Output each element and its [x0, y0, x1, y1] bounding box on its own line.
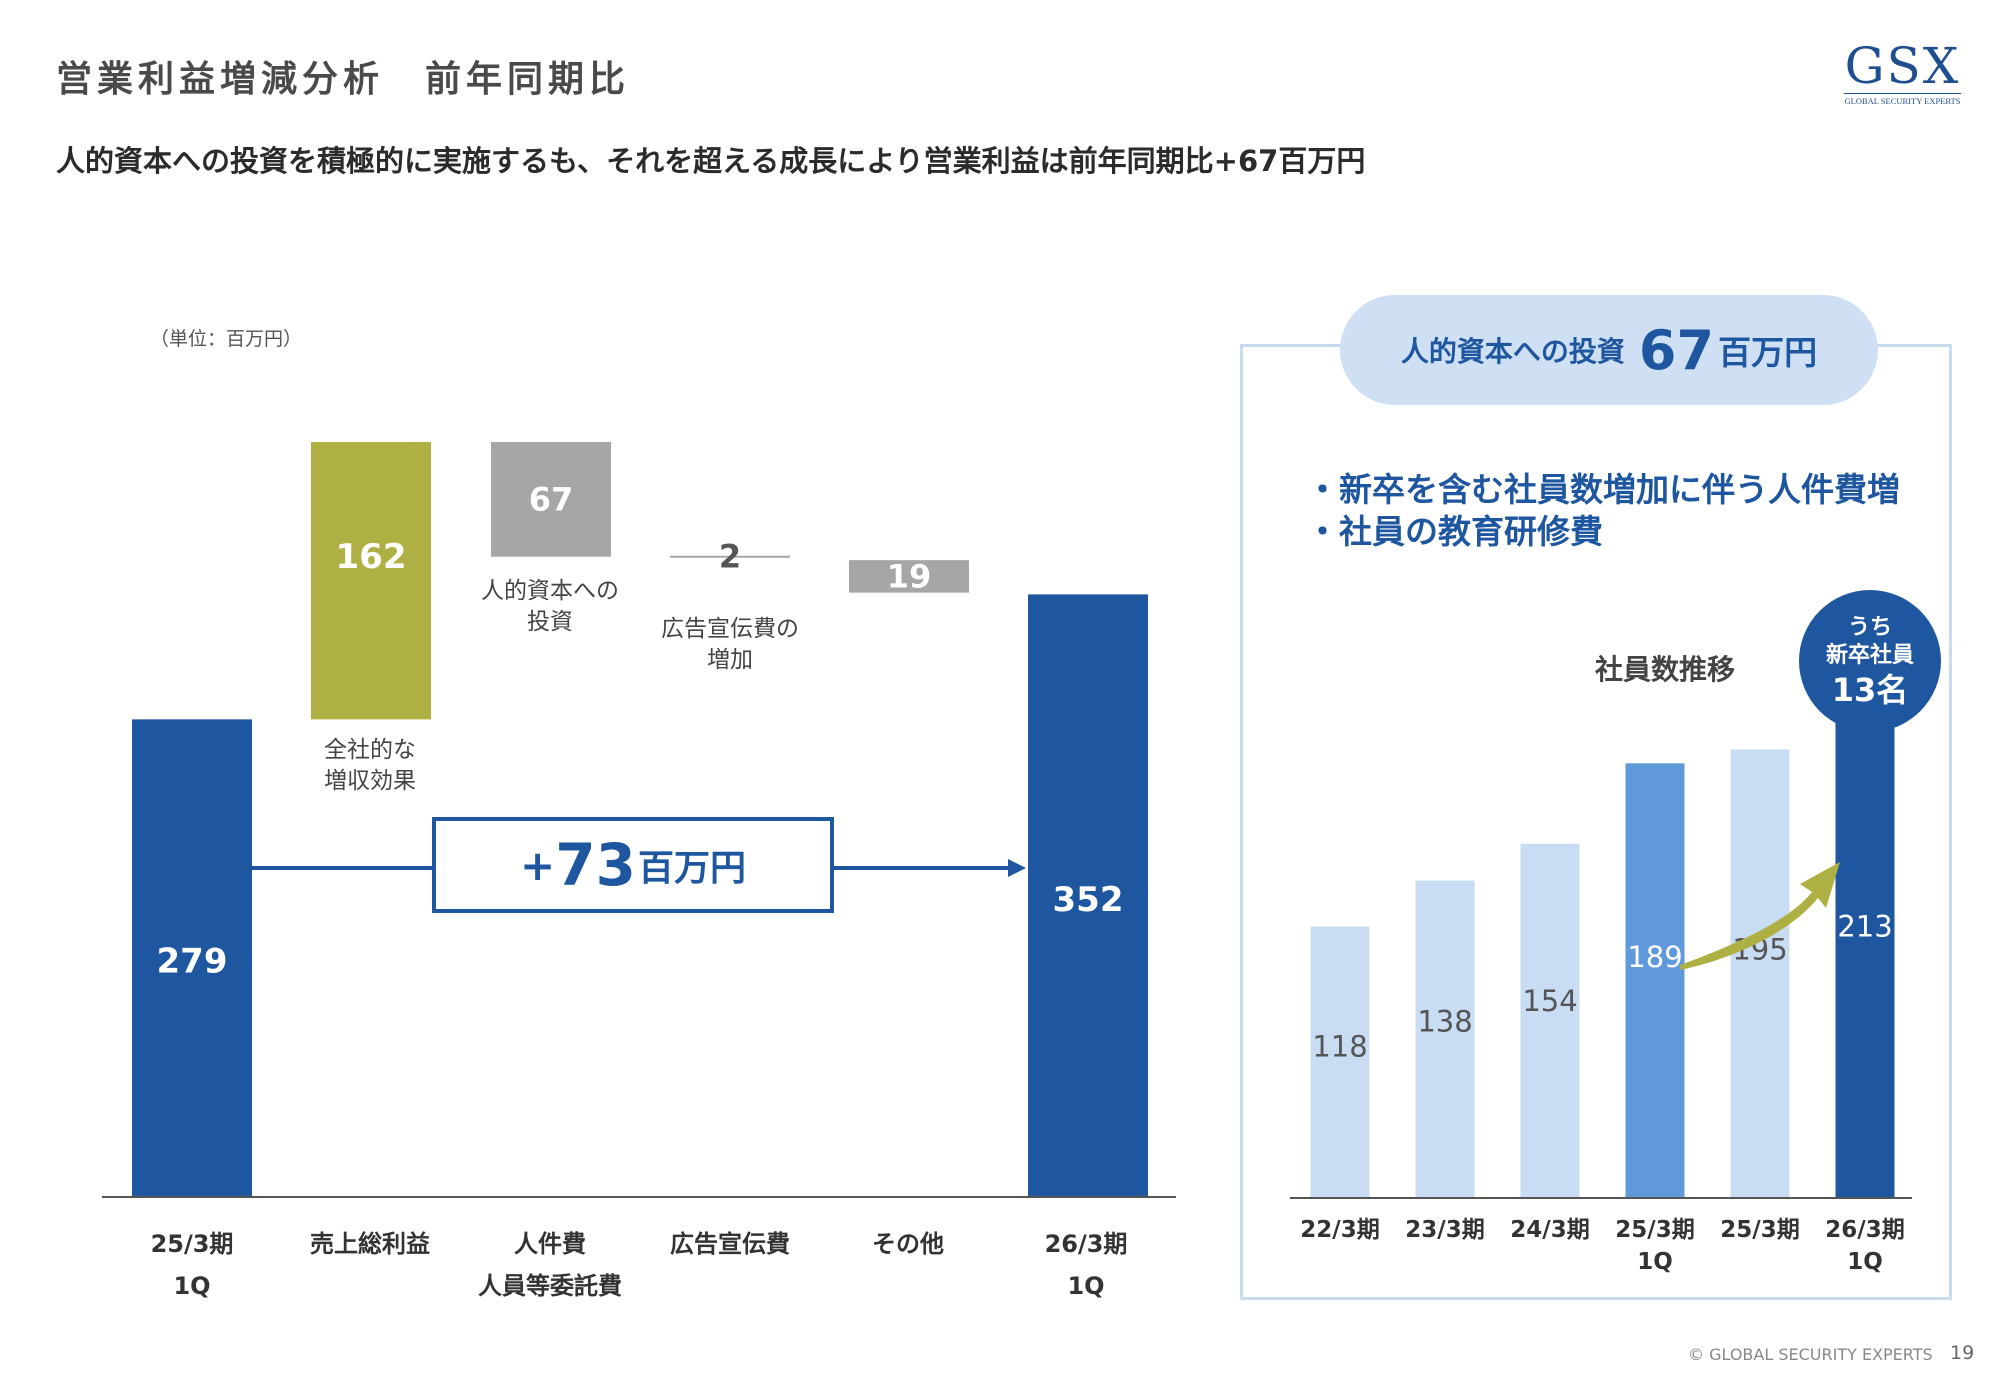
employee-bar [1415, 880, 1475, 1198]
caption-line: 増収効果 [324, 768, 416, 794]
employee-x-category: 25/3期 1Q [1600, 1214, 1710, 1278]
employee-x-category: 26/3期 1Q [1810, 1214, 1920, 1278]
data-label: 162 [336, 537, 407, 577]
x-category: 人件費 人員等委託費 [460, 1223, 640, 1307]
unit-label: （単位：百万円） [150, 328, 303, 350]
x-category-line: 1Q [173, 1272, 211, 1300]
employee-data-label: 189 [1627, 940, 1682, 974]
bar [132, 719, 252, 1197]
x-category-line: 売上総利益 [310, 1230, 430, 1258]
page-number: 19 [1950, 1342, 1975, 1364]
new-grad-callout: うち 新卒社員 13名 [1799, 590, 1941, 732]
arrow-head [1008, 859, 1026, 877]
caption-line: 投資 [527, 609, 573, 635]
x-category-line: 広告宣伝費 [670, 1230, 790, 1258]
net-change-sign: + [520, 840, 556, 890]
copyright: © GLOBAL SECURITY EXPERTS [1688, 1345, 1933, 1364]
employee-chart-title: 社員数推移 [1595, 653, 1736, 686]
callout-line: うち [1847, 614, 1892, 640]
employee-data-label: 138 [1417, 1004, 1472, 1038]
bullet-item: ・社員の教育研修費 [1306, 512, 1603, 551]
x-category: 25/3期 1Q [112, 1223, 272, 1307]
data-label: 19 [887, 557, 932, 595]
employee-x-category: 24/3期 [1495, 1214, 1605, 1246]
data-label: 67 [529, 480, 574, 518]
bar [311, 442, 431, 720]
x-category: 売上総利益 [290, 1223, 450, 1265]
net-change-value: 73 [555, 831, 636, 899]
employee-x-category: 25/3期 [1705, 1214, 1815, 1246]
employee-bar [1625, 763, 1685, 1198]
employee-bar [1520, 843, 1580, 1198]
bar [849, 560, 969, 593]
caption-line: 広告宣伝費の [661, 616, 799, 642]
x-category-line: 25/3期 [1615, 1217, 1695, 1243]
growth-arrow [1680, 862, 1840, 970]
bar [1028, 594, 1148, 1197]
logo-subtext: GLOBAL SECURITY EXPERTS [1844, 96, 1961, 106]
callout-pointer [1856, 727, 1884, 755]
personnel-caption: 人的資本への 投資 [465, 576, 635, 638]
data-label: 352 [1053, 880, 1124, 920]
employee-bar [1835, 708, 1895, 1198]
page-subtitle: 人的資本への投資を積極的に実施するも、それを超える成長により営業利益は前年同期比… [56, 144, 1366, 178]
data-label: 2 [719, 538, 741, 576]
x-category: その他 [828, 1223, 988, 1265]
advertising-caption: 広告宣伝費の 増加 [640, 614, 820, 676]
x-category-line: 1Q [1847, 1249, 1883, 1275]
x-category-line: 23/3期 [1405, 1217, 1485, 1243]
x-category: 26/3期 1Q [1006, 1223, 1166, 1307]
x-category-line: その他 [872, 1230, 944, 1258]
company-logo: GSX GLOBAL SECURITY EXPERTS [1840, 40, 1965, 106]
employee-data-label: 154 [1522, 984, 1577, 1018]
callout-line: 新卒社員 [1825, 642, 1914, 668]
pill-value: 67 [1638, 318, 1715, 382]
employee-bar [1310, 926, 1370, 1198]
x-category: 広告宣伝費 [650, 1223, 810, 1265]
x-category-line: 1Q [1067, 1272, 1105, 1300]
x-category-line: 24/3期 [1510, 1217, 1590, 1243]
waterfall-chart: 279 162 67 2 19 352 [102, 442, 1176, 1198]
x-category-line: 1Q [1637, 1249, 1673, 1275]
gross-profit-caption: 全社的な 増収効果 [290, 735, 450, 797]
bar [491, 442, 611, 557]
page-title: 営業利益増減分析 前年同期比 [56, 59, 631, 100]
logo-mark: GSX [1844, 37, 1961, 95]
net-change-box: + 73 百万円 [432, 817, 834, 913]
investment-pill: 人的資本への投資 67 百万円 [1340, 295, 1878, 405]
bullet-item: ・新卒を含む社員数増加に伴う人件費増 [1306, 470, 1900, 509]
employee-x-category: 22/3期 [1285, 1214, 1395, 1246]
caption-line: 増加 [707, 647, 753, 673]
logo-rule [1844, 93, 1961, 94]
employee-data-label: 118 [1312, 1030, 1367, 1064]
employee-data-label: 213 [1837, 910, 1892, 944]
x-category-line: 25/3期 [150, 1230, 234, 1258]
callout-line: 13名 [1831, 670, 1909, 709]
x-category-line: 26/3期 [1044, 1230, 1128, 1258]
caption-line: 全社的な [324, 737, 416, 763]
x-category-line: 26/3期 [1825, 1217, 1905, 1243]
employee-bar [1730, 749, 1790, 1198]
net-change-unit: 百万円 [637, 848, 746, 889]
employee-x-category: 23/3期 [1390, 1214, 1500, 1246]
pill-label: 人的資本への投資 [1400, 335, 1625, 368]
data-label: 279 [157, 941, 228, 981]
x-category-line: 人件費 [514, 1230, 586, 1258]
caption-line: 人的資本への [481, 578, 619, 604]
pill-unit: 百万円 [1718, 333, 1818, 372]
x-category-line: 25/3期 [1720, 1217, 1800, 1243]
x-category-line: 人員等委託費 [478, 1272, 622, 1300]
x-category-line: 22/3期 [1300, 1217, 1380, 1243]
